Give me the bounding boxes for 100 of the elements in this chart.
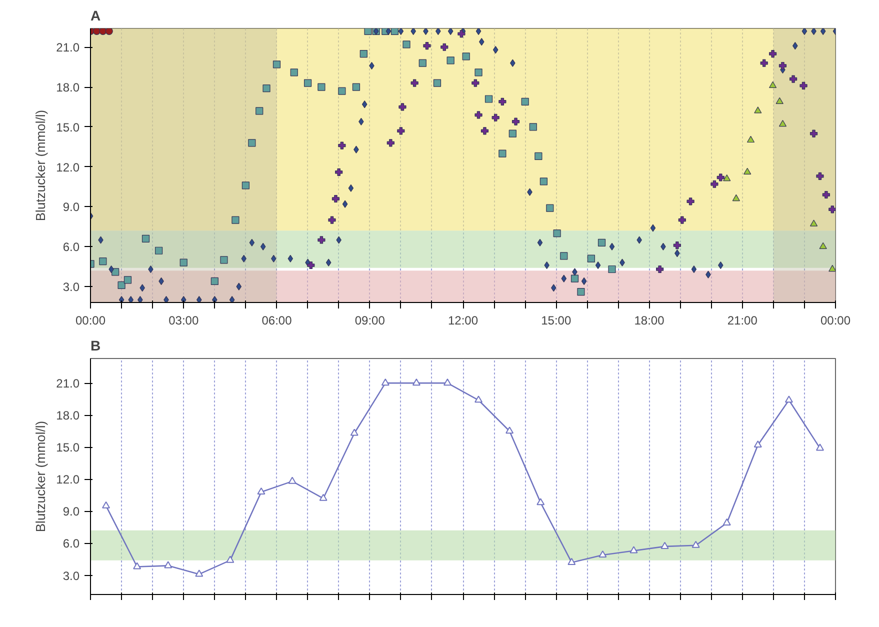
point [560,252,568,260]
point [768,81,777,88]
point [220,256,228,264]
point [498,150,506,158]
point [678,216,686,224]
point [304,79,312,87]
point [754,440,762,448]
chart-title: B [90,338,101,354]
point [142,234,150,242]
point [529,123,537,131]
point [458,30,466,38]
point [262,84,270,92]
point [418,59,426,67]
point [242,182,250,190]
point [800,82,808,90]
point [397,127,405,135]
y-tick-label: 6.0 [62,240,80,254]
point [508,130,516,138]
point [484,95,493,103]
point [784,396,793,403]
point [307,261,315,270]
point [716,174,724,182]
point [608,265,616,274]
point [587,254,595,262]
point [105,28,113,35]
point [568,558,576,565]
point [338,142,346,150]
point [732,194,740,202]
point [536,498,545,506]
point [723,174,731,182]
point [789,75,798,83]
point [534,152,542,160]
y-tick-label: 21.0 [56,40,80,55]
point [692,540,700,548]
point [598,550,607,558]
y-tick-label: 9.0 [62,504,80,519]
point [474,68,482,76]
y-tick-label: 3.0 [62,568,80,583]
point [819,242,827,249]
point [776,97,784,104]
x-tick-label: 12:00 [448,314,478,328]
point [99,28,107,35]
point [360,50,368,58]
point [760,59,768,67]
point [386,139,394,147]
chart-title: A [90,8,101,24]
point [232,216,240,224]
point [673,242,681,250]
point [398,103,406,111]
point [318,236,326,244]
x-tick-label: 06:00 [262,314,292,328]
point [319,494,328,501]
point [710,180,718,188]
point [92,28,101,35]
y-tick-label: 9.0 [62,200,80,214]
y-tick-label: 12.0 [56,472,80,487]
point [546,204,554,212]
point [195,570,204,577]
point [352,83,360,91]
y-tick-label: 21.0 [56,376,80,391]
x-tick-label: 21:00 [727,314,758,328]
point [810,220,818,226]
point [335,168,343,176]
point [828,264,836,272]
point [446,56,454,64]
point [332,194,340,203]
x-tick-label: 15:00 [541,314,572,328]
point [410,79,418,87]
point [630,546,638,554]
point [133,562,142,570]
point [210,277,218,286]
point [226,556,234,563]
point [746,136,755,143]
point [443,378,452,386]
point [440,43,448,51]
point [423,42,431,50]
point [722,518,731,526]
point [290,68,298,76]
point [350,428,358,436]
point [462,52,470,60]
point [754,106,762,114]
point [498,98,506,106]
point [124,276,132,284]
y-tick-label: 12.0 [56,160,80,174]
y-tick-label: 15.0 [56,440,80,455]
point [433,79,442,87]
point [512,118,520,126]
point [768,50,777,58]
point [521,98,529,106]
point [553,230,561,238]
point [686,198,694,206]
point [778,120,787,127]
y-tick-label: 15.0 [56,120,80,134]
point [656,265,664,274]
point [118,281,126,290]
point [506,426,514,434]
point [256,107,264,115]
y-tick-label: 3.0 [62,280,80,294]
x-tick-label: 18:00 [634,314,665,328]
point [272,60,281,68]
